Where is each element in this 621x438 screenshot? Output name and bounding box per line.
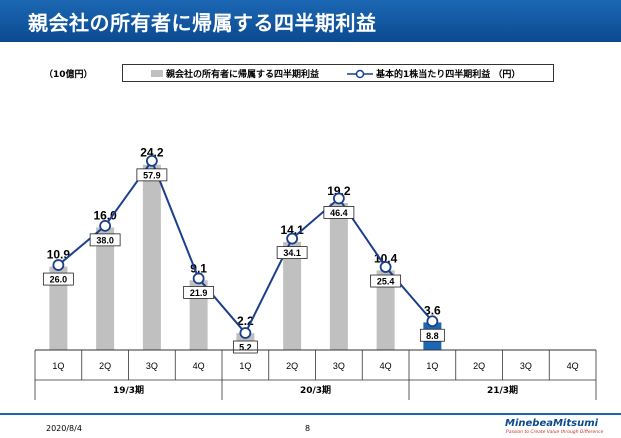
eps-label-6: 46.4 <box>330 208 348 218</box>
bar-6 <box>329 203 348 350</box>
profit-chart: 10.916.024.29.12.214.119.210.43.626.038.… <box>34 146 597 400</box>
footer-date: 2020/8/4 <box>46 424 82 433</box>
bar-value-label-0: 10.9 <box>47 248 71 262</box>
category-label-5: 2Q <box>286 361 298 371</box>
category-label-8: 1Q <box>426 361 438 371</box>
legend-bar-label: 親会社の所有者に帰属する四半期利益 <box>166 70 320 80</box>
category-label-9: 2Q <box>473 361 485 371</box>
bar-value-label-2: 24.2 <box>140 146 164 160</box>
eps-point-6 <box>332 192 345 205</box>
bar-value-label-8: 3.6 <box>424 303 441 317</box>
group-label-0: 19/3期 <box>113 384 144 396</box>
legend-bar-swatch <box>151 70 163 77</box>
group-label-2: 21/3期 <box>487 384 518 396</box>
eps-label-7: 25.4 <box>377 277 395 287</box>
category-label-4: 1Q <box>239 361 251 371</box>
page-number: 8 <box>305 424 311 433</box>
eps-point-8 <box>426 315 439 328</box>
eps-label-box-8 <box>419 328 445 342</box>
chart-legend: 親会社の所有者に帰属する四半期利益 基本的1株当たり四半期利益 （円） <box>122 64 554 82</box>
category-label-3: 4Q <box>193 361 205 371</box>
category-label-10: 3Q <box>520 361 532 371</box>
bar-2 <box>142 164 161 350</box>
logo-tagline: Passion to Create Value through Differen… <box>506 430 604 435</box>
category-label-6: 3Q <box>333 361 345 371</box>
eps-label-box-2 <box>136 168 168 182</box>
eps-point-2 <box>145 154 158 167</box>
eps-label-box-6 <box>323 206 355 219</box>
bar-1 <box>96 227 115 350</box>
category-label-2: 3Q <box>146 361 158 371</box>
category-label-11: 4Q <box>567 361 579 371</box>
eps-label-box-5 <box>276 246 308 260</box>
eps-label-5: 34.1 <box>283 248 301 258</box>
eps-label-3: 21.9 <box>190 288 208 298</box>
bar-value-label-6: 19.2 <box>327 184 351 198</box>
eps-point-1 <box>99 219 112 232</box>
legend-line-label: 基本的1株当たり四半期利益 （円） <box>376 70 521 80</box>
bar-value-label-3: 9.1 <box>190 261 207 275</box>
logo-brand: MinebeaMitsumi <box>505 418 599 429</box>
bar-value-label-7: 10.4 <box>374 251 398 265</box>
eps-label-box-7 <box>370 274 402 288</box>
eps-label-4: 5.2 <box>239 343 252 353</box>
page-title: 親会社の所有者に帰属する四半期利益 <box>28 11 377 35</box>
eps-line <box>57 158 434 335</box>
eps-label-0: 26.0 <box>50 275 68 285</box>
unit-label: （10億円） <box>44 70 93 80</box>
title-bar: 親会社の所有者に帰属する四半期利益 <box>0 0 621 42</box>
eps-label-8: 8.8 <box>426 331 439 341</box>
eps-label-box-0 <box>42 272 74 286</box>
bar-0 <box>49 266 68 350</box>
legend-line-swatch <box>347 69 373 79</box>
eps-label-1: 38.0 <box>96 235 114 245</box>
eps-label-box-3 <box>183 286 215 299</box>
group-label-1: 20/3期 <box>300 384 331 396</box>
eps-point-0 <box>52 259 65 271</box>
eps-label-2: 57.9 <box>143 170 161 180</box>
category-label-7: 4Q <box>380 361 392 371</box>
eps-point-5 <box>286 232 299 245</box>
category-label-0: 1Q <box>52 361 64 371</box>
category-label-1: 2Q <box>99 361 111 371</box>
footer-divider <box>0 413 621 415</box>
bar-7 <box>376 270 395 350</box>
eps-point-3 <box>192 272 205 285</box>
eps-point-4 <box>239 327 252 339</box>
eps-label-box-1 <box>89 233 121 247</box>
eps-point-7 <box>379 261 392 273</box>
bar-5 <box>283 242 302 350</box>
company-logo: MinebeaMitsumi Passion to Create Value t… <box>505 418 615 438</box>
